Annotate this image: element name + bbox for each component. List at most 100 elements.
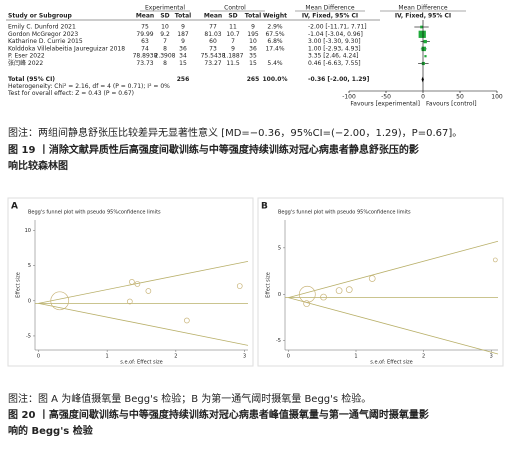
- cell: 265: [247, 76, 260, 83]
- cell: 10: [249, 38, 257, 45]
- study-name: Total (95% CI): [8, 76, 55, 83]
- study-name: 张闫峰 2022: [8, 59, 43, 67]
- y-tick-label: 0: [278, 292, 281, 298]
- cell: 73: [209, 45, 217, 52]
- cell: 75: [141, 24, 149, 31]
- study-point: [298, 285, 316, 303]
- effect-square: [424, 55, 427, 58]
- caption-title-l1: 图 19 丨消除文献异质性后高强度间歇训练与中等强度持续训练对冠心病患者静息舒张…: [8, 143, 419, 156]
- cell: 10: [161, 24, 169, 31]
- study-point: [50, 291, 70, 311]
- cell: 15: [249, 60, 257, 67]
- study-point: [320, 293, 327, 301]
- panel-title: Begg's funnel plot with pseudo 95%confid…: [28, 210, 161, 216]
- column-header: SD: [228, 13, 237, 20]
- x-tick-label: 0: [287, 354, 290, 360]
- effect-square: [421, 61, 425, 66]
- cell: 9: [181, 38, 185, 45]
- study-point: [126, 298, 133, 305]
- cell: 187: [177, 31, 189, 38]
- caption-title-l2: 响比较森林图: [8, 159, 68, 172]
- study-point: [303, 300, 310, 307]
- cell: 2.9%: [267, 24, 283, 31]
- cell: 11.5: [226, 60, 240, 67]
- cell: 36: [249, 45, 257, 52]
- cell: 78.8938: [133, 53, 158, 60]
- cell: 8: [163, 45, 167, 52]
- cell: 2.3908: [155, 53, 176, 60]
- overall-effect: Test for overall effect: Z = 0.43 (P = 0…: [7, 90, 134, 97]
- study-point: [134, 281, 141, 287]
- column-header: IV, Fixed, 95% CI: [302, 13, 358, 20]
- cell: 8: [163, 60, 167, 67]
- cell: 77: [209, 24, 217, 31]
- cell: 9: [231, 45, 235, 52]
- x-label: s.e.of: Effect size: [120, 360, 162, 366]
- x-tick-label: 0: [37, 354, 40, 360]
- x-tick-label: 1: [354, 354, 357, 360]
- cell: -1.04 [-3.04, 0.96]: [308, 31, 363, 38]
- cell: 3.35 [2.46, 4.24]: [308, 53, 358, 60]
- cell: 17.4%: [265, 45, 284, 52]
- cell: 67.5%: [265, 31, 284, 38]
- cell: 100.0%: [263, 76, 288, 83]
- cell: 75.5438: [201, 53, 226, 60]
- cell: 3.00 [-3.30, 9.30]: [308, 38, 361, 45]
- panel-title: Begg's funnel plot with pseudo 95%confid…: [278, 210, 411, 216]
- study-point: [129, 278, 135, 285]
- panel-label: A: [11, 202, 18, 212]
- column-header: SD: [160, 13, 169, 20]
- study-point: [368, 275, 376, 282]
- panel: [7, 197, 254, 367]
- caption-title-l2: 响的 Begg's 检验: [8, 424, 94, 437]
- favours-right: Favours [control]: [426, 101, 477, 108]
- group-header: Mean Difference: [305, 5, 354, 12]
- pseudo-limit: [38, 302, 249, 346]
- column-header: Mean: [136, 13, 154, 20]
- x-tick-label: 1: [106, 354, 109, 360]
- effect-square: [420, 25, 423, 29]
- effect-square: [421, 46, 426, 52]
- y-tick-label: 5: [278, 245, 281, 251]
- cell: 1.00 [-2.93, 4.93]: [308, 45, 361, 52]
- cell: 81.03: [204, 31, 221, 38]
- caption-note: 图注：图 A 为峰值摄氧量 Begg's 检验；B 为第一通气阈时摄氧量 Beg…: [8, 392, 371, 405]
- cell: 60: [209, 38, 217, 45]
- study-point: [183, 317, 190, 324]
- cell: 79.99: [136, 31, 153, 38]
- x-tick-label: 2: [174, 354, 177, 360]
- cell: 256: [177, 76, 190, 83]
- cell: 15: [179, 60, 187, 67]
- caption-title-l1: 图 20 丨高强度间歇训练与中等强度持续训练对冠心病患者峰值摄氧量与第一通气阈时…: [8, 408, 429, 421]
- cell: 5.4%: [267, 60, 283, 67]
- panel-label: B: [261, 202, 268, 212]
- cell: 0.46 [-6.63, 7.55]: [308, 60, 361, 67]
- cell: 9: [251, 24, 255, 31]
- study-point: [145, 288, 152, 294]
- cell: 74: [141, 45, 149, 52]
- cell: -2.00 [-11.71, 7.71]: [308, 24, 367, 31]
- group-header: Control: [224, 5, 246, 12]
- study-point: [236, 283, 243, 289]
- column-header: Weight: [263, 13, 287, 20]
- tick-label: 50: [456, 94, 464, 101]
- y-label: Effect size: [16, 272, 22, 298]
- x-tick-label: 3: [490, 354, 493, 360]
- study-name: Gordon McGregor 2023: [8, 31, 78, 38]
- cell: 9.2: [160, 31, 170, 38]
- study-name: Katharine D. Currie 2015: [8, 38, 83, 45]
- x-tick-label: 2: [422, 354, 425, 360]
- pseudo-limit: [38, 260, 249, 304]
- effect-square: [423, 39, 427, 44]
- y-tick-label: 10: [25, 228, 31, 234]
- panel: [257, 197, 504, 367]
- cell: 9: [181, 24, 185, 31]
- column-header: Total: [245, 13, 261, 20]
- cell: 7: [231, 38, 235, 45]
- tick-label: -100: [342, 94, 356, 101]
- cell: 63: [141, 38, 149, 45]
- cell: 36: [179, 45, 187, 52]
- column-header: Total: [175, 13, 191, 20]
